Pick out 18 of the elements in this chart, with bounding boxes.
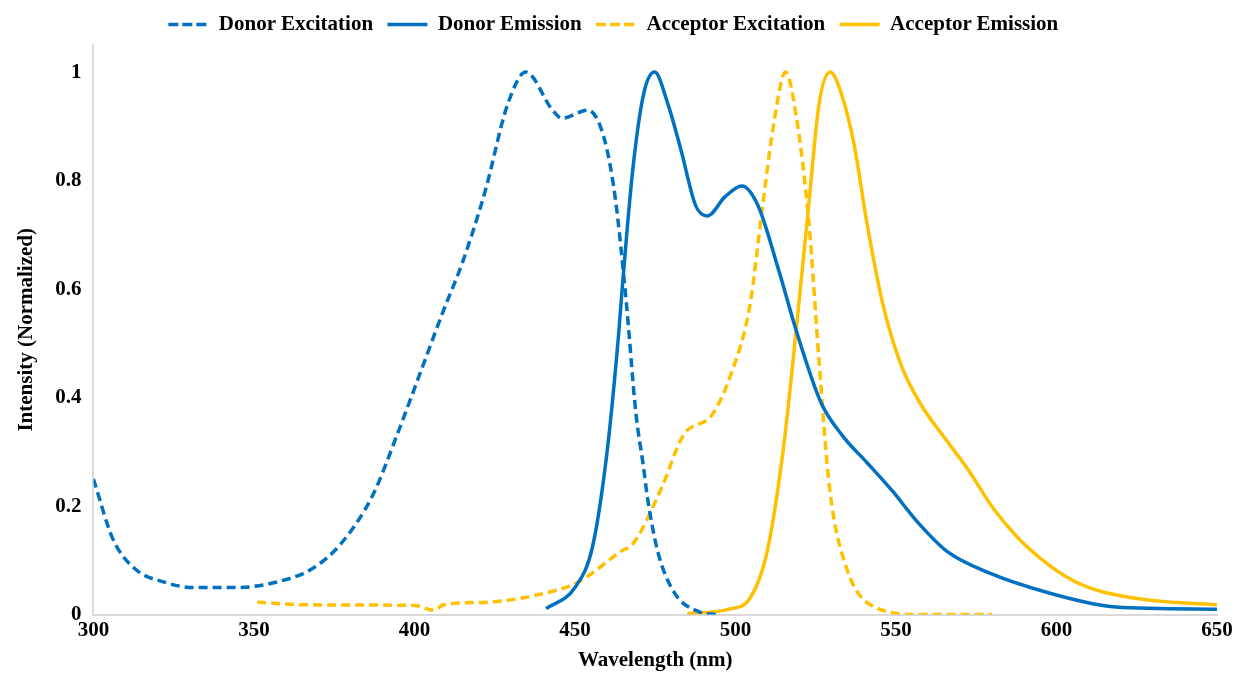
x-tick-label: 400: [398, 616, 431, 641]
x-tick-label: 650: [1201, 616, 1233, 641]
y-tick-label: 0.2: [55, 492, 82, 517]
y-tick-label: 0.8: [55, 167, 82, 192]
legend-label: Acceptor Excitation: [646, 10, 826, 35]
x-tick-label: 500: [719, 616, 752, 641]
y-axis-title: Intensity (Normalized): [13, 228, 38, 432]
y-tick-label: 1: [70, 58, 82, 83]
x-axis-title: Wavelength (nm): [577, 646, 733, 671]
x-tick-label: 600: [1040, 616, 1073, 641]
legend-label: Donor Emission: [437, 10, 582, 35]
x-tick-label: 550: [880, 616, 912, 641]
x-tick-label: 450: [559, 616, 591, 641]
x-tick-label: 350: [238, 616, 270, 641]
legend-label: Acceptor Emission: [890, 10, 1059, 35]
y-tick-label: 0.4: [55, 384, 82, 409]
y-tick-label: 0.6: [55, 275, 82, 300]
legend-label: Donor Excitation: [218, 10, 374, 35]
